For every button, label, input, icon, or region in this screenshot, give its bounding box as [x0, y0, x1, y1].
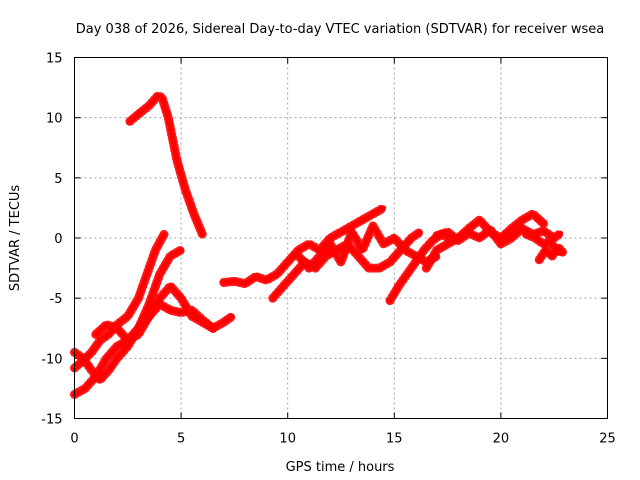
- x-tick-label: 0: [70, 432, 78, 447]
- series-markers-arc-10: [421, 209, 548, 273]
- series-markers-arc-8: [293, 221, 442, 273]
- y-tick-labels: -15 -10 -5 0 5 10 15: [41, 52, 62, 428]
- series-markers-arc-6: [219, 203, 389, 289]
- data-series: [70, 91, 568, 399]
- series-markers-arc-11: [432, 223, 566, 249]
- y-tick-label: 10: [46, 112, 63, 127]
- y-tick-label: 5: [54, 172, 62, 187]
- y-tick-label: 15: [46, 52, 63, 67]
- y-tick-label: 0: [54, 232, 62, 247]
- x-tick-label: 25: [599, 432, 616, 447]
- series-markers-arc-13: [534, 243, 568, 265]
- x-axis-label: GPS time / hours: [286, 460, 395, 475]
- x-tick-label: 20: [493, 432, 510, 447]
- y-tick-label: -15: [41, 413, 62, 428]
- y-tick-label: -5: [50, 292, 63, 307]
- y-axis-label: SDTVAR / TECUs: [8, 185, 23, 292]
- series-markers-arc-1: [125, 91, 207, 239]
- x-tick-label: 5: [177, 432, 185, 447]
- chart-title: Day 038 of 2026, Sidereal Day-to-day VTE…: [76, 22, 605, 37]
- plot-frame: [74, 57, 608, 419]
- series-markers-arc-5: [91, 299, 218, 345]
- x-tick-label: 10: [279, 432, 296, 447]
- x-tick-label: 15: [386, 432, 403, 447]
- x-tick-labels: 0 5 10 15 20 25: [70, 432, 615, 447]
- y-tick-label: -10: [41, 352, 62, 367]
- series-markers-arc-4: [70, 245, 186, 385]
